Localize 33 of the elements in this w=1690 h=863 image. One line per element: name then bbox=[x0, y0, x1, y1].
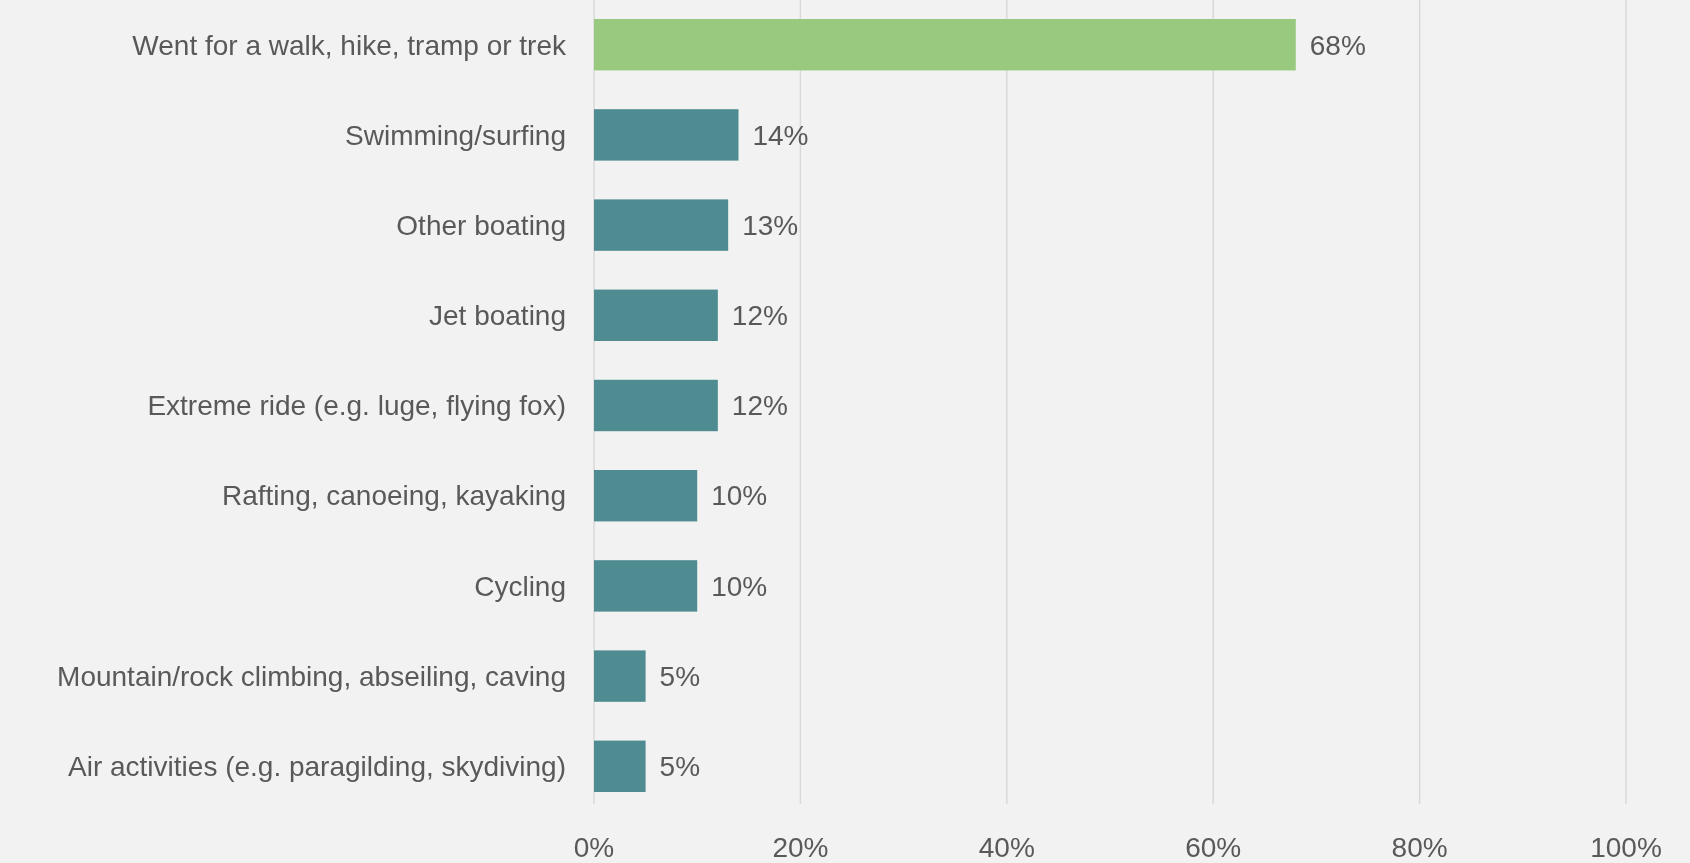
x-tick-label: 100% bbox=[1590, 832, 1662, 863]
bar bbox=[594, 109, 739, 161]
y-tick-label: Cycling bbox=[474, 570, 566, 602]
data-label: 5% bbox=[659, 751, 701, 783]
bar bbox=[594, 469, 698, 522]
bar bbox=[594, 560, 698, 612]
data-label: 10% bbox=[711, 570, 768, 602]
data-label: 13% bbox=[742, 209, 799, 241]
y-tick-label: Extreme ride (e.g. luge, flying fox) bbox=[147, 390, 566, 422]
bar bbox=[594, 19, 1296, 71]
data-label: 12% bbox=[731, 300, 788, 332]
data-label: 12% bbox=[731, 390, 788, 422]
data-label: 68% bbox=[1309, 29, 1366, 61]
y-tick-label: Air activities (e.g. paragilding, skydiving) bbox=[68, 751, 566, 783]
y-tick-label: Went for a walk, hike, tramp or trek bbox=[132, 29, 567, 61]
y-tick-label: Jet boating bbox=[429, 300, 566, 332]
bar bbox=[594, 379, 718, 432]
bar bbox=[594, 650, 646, 702]
x-tick-label: 40% bbox=[978, 832, 1035, 863]
x-tick-label: 20% bbox=[772, 832, 829, 863]
y-tick-label: Other boating bbox=[396, 209, 566, 241]
bar bbox=[594, 289, 718, 342]
bar bbox=[594, 199, 729, 251]
y-tick-label: Swimming/surfing bbox=[345, 119, 566, 151]
data-label: 5% bbox=[659, 660, 701, 692]
x-tick-label: 60% bbox=[1185, 832, 1242, 863]
x-tick-label: 0% bbox=[573, 832, 615, 863]
data-label: 10% bbox=[711, 480, 768, 512]
x-tick-label: 80% bbox=[1391, 832, 1448, 863]
bar bbox=[594, 740, 646, 792]
data-label: 14% bbox=[752, 119, 809, 151]
y-tick-label: Rafting, canoeing, kayaking bbox=[222, 480, 566, 512]
y-tick-label: Mountain/rock climbing, abseiling, caving bbox=[57, 660, 566, 692]
